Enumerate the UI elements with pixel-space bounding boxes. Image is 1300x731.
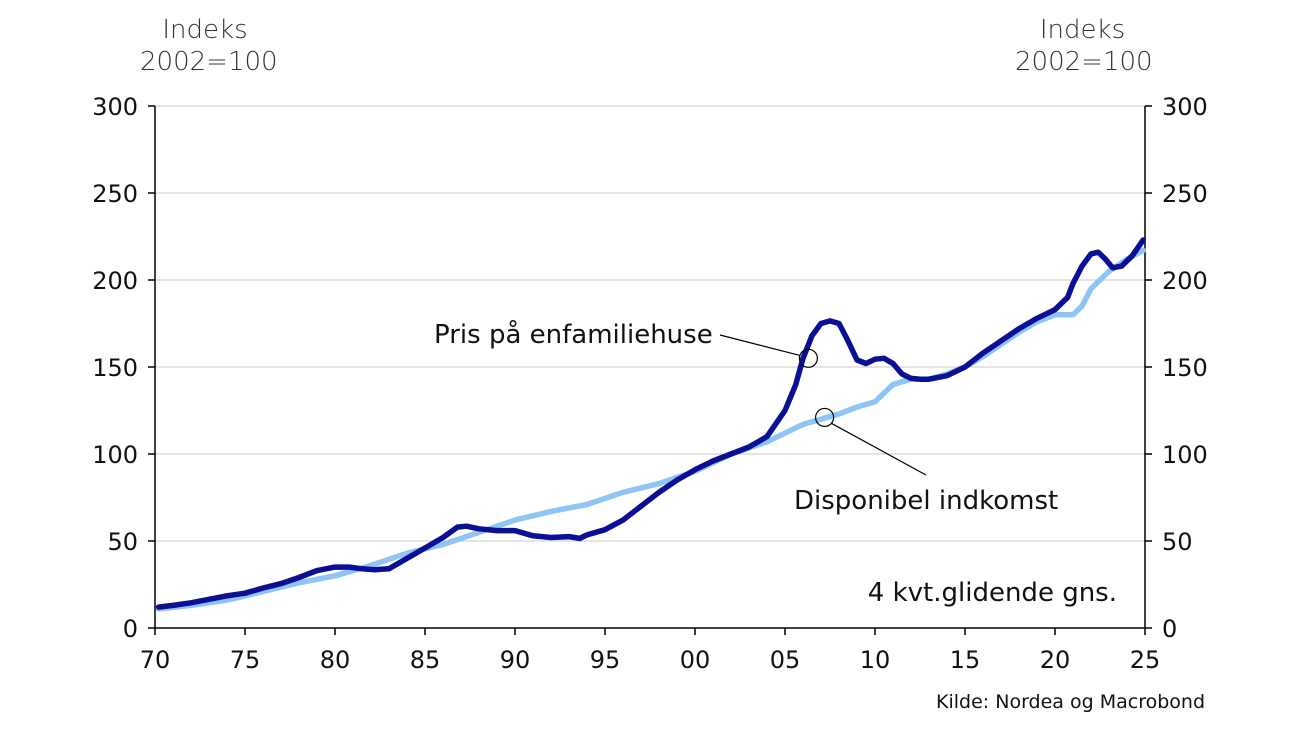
- y-right-tick-label-200: 200: [1162, 267, 1208, 295]
- x-tick-label-2025: 25: [1130, 646, 1161, 674]
- source-label: Kilde: Nordea og Macrobond: [936, 691, 1205, 713]
- house-price-leader: [719, 334, 800, 356]
- x-tick-label-2010: 10: [860, 646, 891, 674]
- left-axis-title: Indeks 2002=100: [140, 14, 278, 78]
- y-left-tick-label-0: 0: [123, 615, 138, 643]
- x-tick-label-1995: 95: [590, 646, 621, 674]
- income-label: Disponibel indkomst: [794, 486, 1058, 516]
- y-left-tick-label-50: 50: [107, 528, 138, 556]
- house-price-label: Pris på enfamiliehuse: [434, 319, 713, 350]
- y-right-tick-label-250: 250: [1162, 180, 1208, 208]
- y-left-tick-label-200: 200: [92, 267, 138, 295]
- y-right-tick-label-100: 100: [1162, 441, 1208, 469]
- x-tick-label-2005: 05: [770, 646, 801, 674]
- x-tick-label-2015: 15: [950, 646, 981, 674]
- x-tick-label-1980: 80: [320, 646, 351, 674]
- income-leader: [831, 422, 927, 476]
- moving-average-note: 4 kvt.glidende gns.: [868, 578, 1117, 608]
- x-tick-label-1990: 90: [500, 646, 531, 674]
- left-axis-title-line2: 2002=100: [140, 47, 278, 77]
- x-tick-label-1985: 85: [410, 646, 441, 674]
- y-left-tick-label-300: 300: [92, 93, 138, 121]
- x-tick-label-1975: 75: [230, 646, 261, 674]
- y-left-tick-label-250: 250: [92, 180, 138, 208]
- y-left-tick-label-150: 150: [92, 354, 138, 382]
- x-tick-label-2000: 00: [680, 646, 711, 674]
- series-line-1: [155, 247, 1146, 612]
- y-right-tick-label-150: 150: [1162, 354, 1208, 382]
- y-right-tick-label-0: 0: [1162, 615, 1177, 643]
- y-left-tick-label-100: 100: [92, 441, 138, 469]
- y-right-tick-label-50: 50: [1162, 528, 1193, 556]
- left-axis-title-line1: Indeks: [162, 15, 248, 45]
- series-lines: [155, 237, 1146, 612]
- annotations: Pris på enfamiliehuse Disponibel indkoms…: [434, 319, 1205, 713]
- income-marker: [814, 407, 835, 428]
- house-price-marker: [798, 348, 819, 368]
- right-axis-title-line2: 2002=100: [1015, 47, 1153, 77]
- right-axis-title-line1: Indeks: [1039, 15, 1126, 45]
- right-axis-title: Indeks 2002=100: [1015, 14, 1153, 78]
- series-line-0: [155, 237, 1146, 610]
- x-tick-label-2020: 20: [1040, 646, 1071, 674]
- gridlines: [155, 105, 1145, 542]
- y-right-tick-label-300: 300: [1162, 93, 1208, 121]
- x-tick-label-1970: 70: [140, 646, 171, 674]
